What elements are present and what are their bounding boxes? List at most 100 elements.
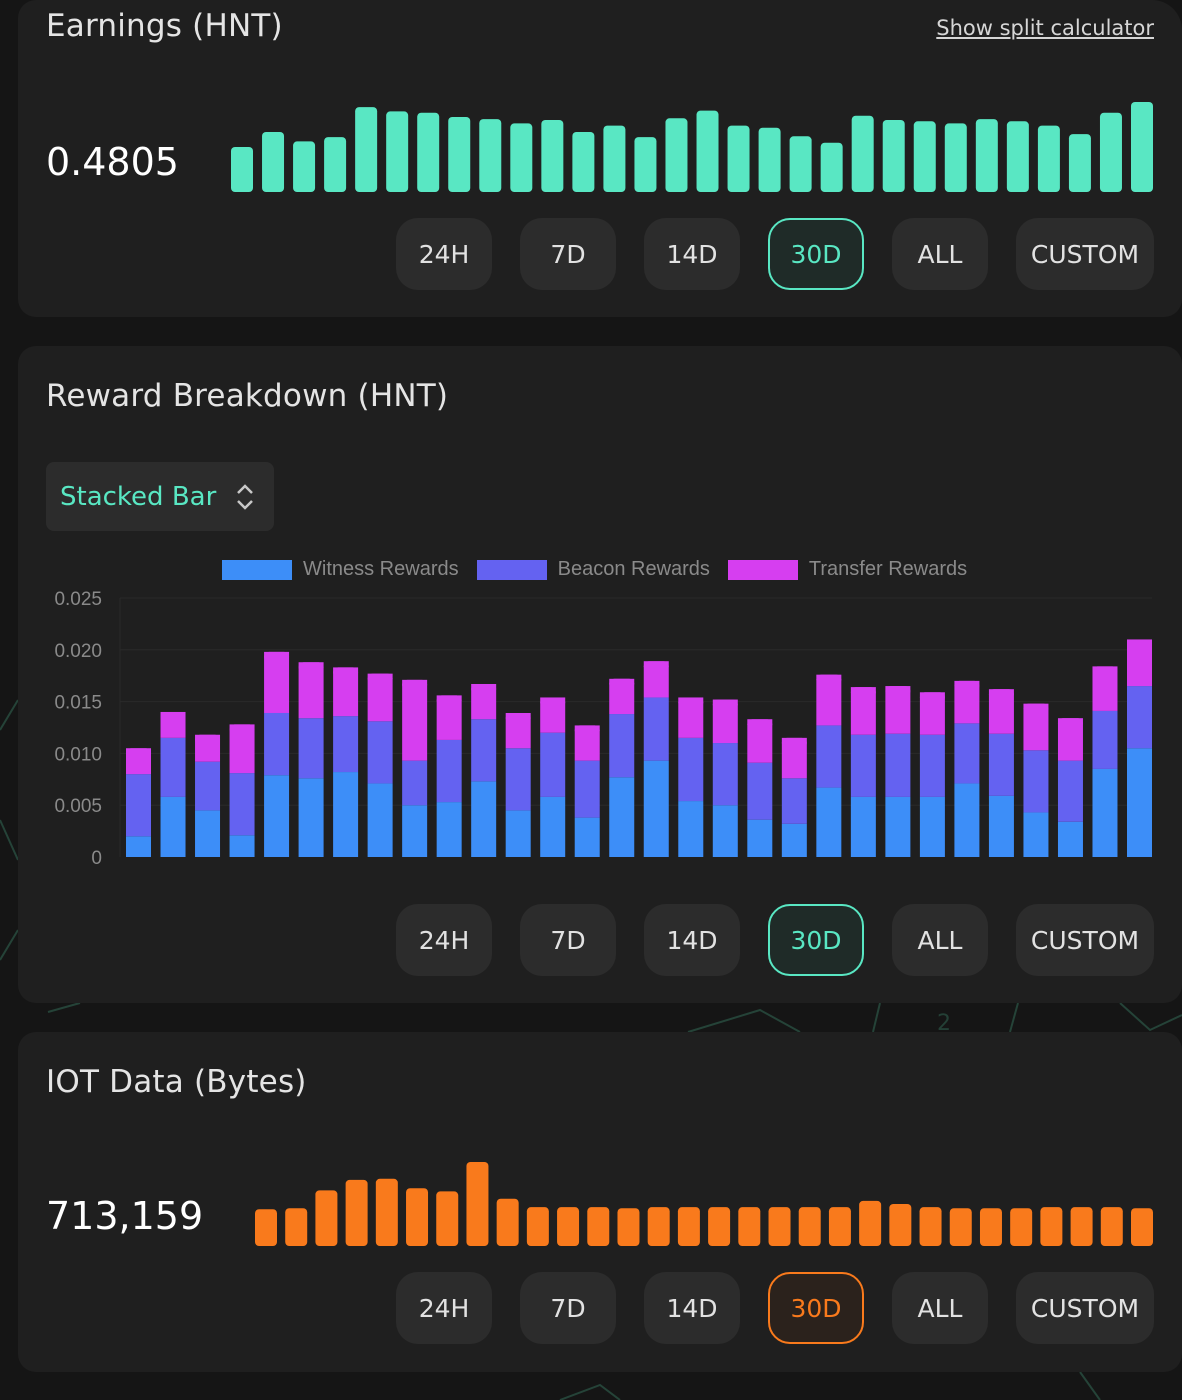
earnings-range-30d-button[interactable]: 30D	[768, 218, 864, 290]
stacked-bar-witness-rewards[interactable]	[1023, 812, 1049, 857]
iot-range-all-button[interactable]: ALL	[892, 1272, 988, 1344]
stacked-bar-beacon-rewards[interactable]	[333, 716, 359, 773]
stacked-bar-beacon-rewards[interactable]	[919, 734, 945, 797]
earnings-sparkline-bar	[231, 147, 253, 192]
stacked-bar-witness-rewards[interactable]	[402, 805, 428, 857]
stacked-bar-beacon-rewards[interactable]	[436, 739, 462, 803]
stacked-bar-witness-rewards[interactable]	[574, 817, 600, 857]
stacked-bar-witness-rewards[interactable]	[747, 819, 773, 857]
stacked-bar-beacon-rewards[interactable]	[609, 714, 635, 778]
earnings-range-24h-button[interactable]: 24H	[396, 218, 492, 290]
stacked-bar-witness-rewards[interactable]	[816, 787, 842, 857]
stacked-bar-beacon-rewards[interactable]	[505, 748, 531, 811]
stacked-bar-witness-rewards[interactable]	[988, 795, 1014, 857]
stacked-bar-beacon-rewards[interactable]	[1127, 686, 1152, 749]
stacked-bar-witness-rewards[interactable]	[885, 796, 911, 857]
stacked-bar-cap	[1023, 703, 1049, 714]
earnings-sparkline-bar	[572, 132, 595, 192]
legend-item-transfer[interactable]: Transfer Rewards	[727, 558, 967, 581]
stacked-bar-cap	[609, 678, 635, 689]
stacked-bar-witness-rewards[interactable]	[333, 772, 359, 857]
earnings-range-7d-button[interactable]: 7D	[520, 218, 616, 290]
stacked-bar-beacon-rewards[interactable]	[850, 734, 876, 797]
stacked-bar-witness-rewards[interactable]	[919, 796, 945, 857]
stacked-bar-witness-rewards[interactable]	[1092, 768, 1118, 857]
stacked-bar-witness-rewards[interactable]	[643, 760, 669, 857]
stacked-bar-beacon-rewards[interactable]	[264, 713, 290, 776]
stacked-bar-beacon-rewards[interactable]	[1023, 750, 1049, 813]
iot-range-14d-button[interactable]: 14D	[644, 1272, 740, 1344]
iot-range-7d-button[interactable]: 7D	[520, 1272, 616, 1344]
stacked-bar-witness-rewards[interactable]	[298, 778, 324, 857]
stacked-bar-beacon-rewards[interactable]	[643, 697, 669, 761]
stacked-bar-beacon-rewards[interactable]	[988, 733, 1014, 796]
iot-range-custom-button[interactable]: CUSTOM	[1016, 1272, 1154, 1344]
earnings-range-all-button[interactable]: ALL	[892, 218, 988, 290]
earnings-sparkline-bar	[882, 120, 905, 192]
stacked-bar-beacon-rewards[interactable]	[747, 762, 773, 820]
stacked-bar-witness-rewards[interactable]	[160, 796, 186, 857]
stacked-bar-beacon-rewards[interactable]	[1057, 760, 1083, 822]
stacked-bar-beacon-rewards[interactable]	[402, 760, 428, 806]
stacked-bar-beacon-rewards[interactable]	[160, 737, 186, 797]
stacked-bar-beacon-rewards[interactable]	[678, 737, 704, 802]
rewards-range-custom-button[interactable]: CUSTOM	[1016, 904, 1154, 976]
stacked-bar-witness-rewards[interactable]	[540, 796, 566, 857]
earnings-sparkline-bar	[851, 115, 874, 192]
iot-sparkline-bar	[436, 1191, 459, 1246]
chart-type-select[interactable]: Stacked Bar	[46, 462, 274, 531]
iot-range-24h-button[interactable]: 24H	[396, 1272, 492, 1344]
stacked-bar-witness-rewards[interactable]	[264, 775, 290, 857]
earnings-sparkline-bar	[1037, 125, 1060, 192]
iot-sparkline-bar	[949, 1208, 972, 1246]
stacked-bar-witness-rewards[interactable]	[1057, 821, 1083, 857]
stacked-bar-witness-rewards[interactable]	[678, 801, 704, 857]
legend-item-beacon[interactable]: Beacon Rewards	[476, 558, 710, 581]
stacked-bar-witness-rewards[interactable]	[781, 823, 807, 857]
stacked-bar-beacon-rewards[interactable]	[471, 719, 497, 782]
stacked-bar-witness-rewards[interactable]	[712, 805, 738, 857]
earnings-range-custom-button[interactable]: CUSTOM	[1016, 218, 1154, 290]
stacked-bar-witness-rewards[interactable]	[195, 810, 221, 857]
stacked-bar-transfer-rewards[interactable]	[402, 679, 428, 761]
split-calculator-link[interactable]: Show split calculator	[936, 16, 1154, 40]
stacked-bar-beacon-rewards[interactable]	[298, 718, 324, 779]
stacked-bar-beacon-rewards[interactable]	[574, 760, 600, 818]
stacked-bar-beacon-rewards[interactable]	[885, 733, 911, 797]
stacked-bar-beacon-rewards[interactable]	[1092, 710, 1118, 769]
rewards-range-30d-button[interactable]: 30D	[768, 904, 864, 976]
stacked-bar-witness-rewards[interactable]	[436, 802, 462, 857]
stacked-bar-beacon-rewards[interactable]	[816, 725, 842, 788]
stacked-bar-witness-rewards[interactable]	[505, 810, 531, 857]
stacked-bar-beacon-rewards[interactable]	[126, 774, 151, 837]
legend-item-witness[interactable]: Witness Rewards	[222, 558, 459, 581]
earnings-title: Earnings (HNT)	[46, 8, 283, 44]
stacked-bar-beacon-rewards[interactable]	[954, 723, 980, 784]
stacked-bar-beacon-rewards[interactable]	[195, 761, 221, 811]
stacked-bar-witness-rewards[interactable]	[609, 777, 635, 857]
stacked-bar-witness-rewards[interactable]	[850, 796, 876, 857]
stacked-bar-witness-rewards[interactable]	[229, 835, 255, 857]
stacked-bar-beacon-rewards[interactable]	[367, 721, 393, 784]
rewards-range-24h-button[interactable]: 24H	[396, 904, 492, 976]
rewards-range-14d-button[interactable]: 14D	[644, 904, 740, 976]
iot-range-buttons: 24H 7D 14D 30D ALL CUSTOM	[396, 1272, 1154, 1344]
stacked-bar-witness-rewards[interactable]	[471, 781, 497, 857]
iot-sparkline-bar	[557, 1207, 580, 1246]
stacked-bar-witness-rewards[interactable]	[367, 783, 393, 857]
stacked-bar-witness-rewards[interactable]	[1127, 748, 1152, 857]
stacked-bar-beacon-rewards[interactable]	[229, 773, 255, 836]
earnings-range-14d-button[interactable]: 14D	[644, 218, 740, 290]
iot-range-30d-button[interactable]: 30D	[768, 1272, 864, 1344]
stacked-bar-witness-rewards[interactable]	[126, 836, 151, 857]
stacked-bar-cap	[333, 667, 359, 678]
stacked-bar-beacon-rewards[interactable]	[781, 778, 807, 824]
rewards-range-all-button[interactable]: ALL	[892, 904, 988, 976]
stacked-bar-beacon-rewards[interactable]	[712, 743, 738, 806]
stacked-bar-witness-rewards[interactable]	[954, 783, 980, 857]
stacked-bar-beacon-rewards[interactable]	[540, 732, 566, 797]
stacked-bar-transfer-rewards[interactable]	[264, 651, 290, 713]
reward-breakdown-card: Reward Breakdown (HNT) Stacked Bar Witne…	[18, 346, 1182, 1003]
rewards-range-7d-button[interactable]: 7D	[520, 904, 616, 976]
